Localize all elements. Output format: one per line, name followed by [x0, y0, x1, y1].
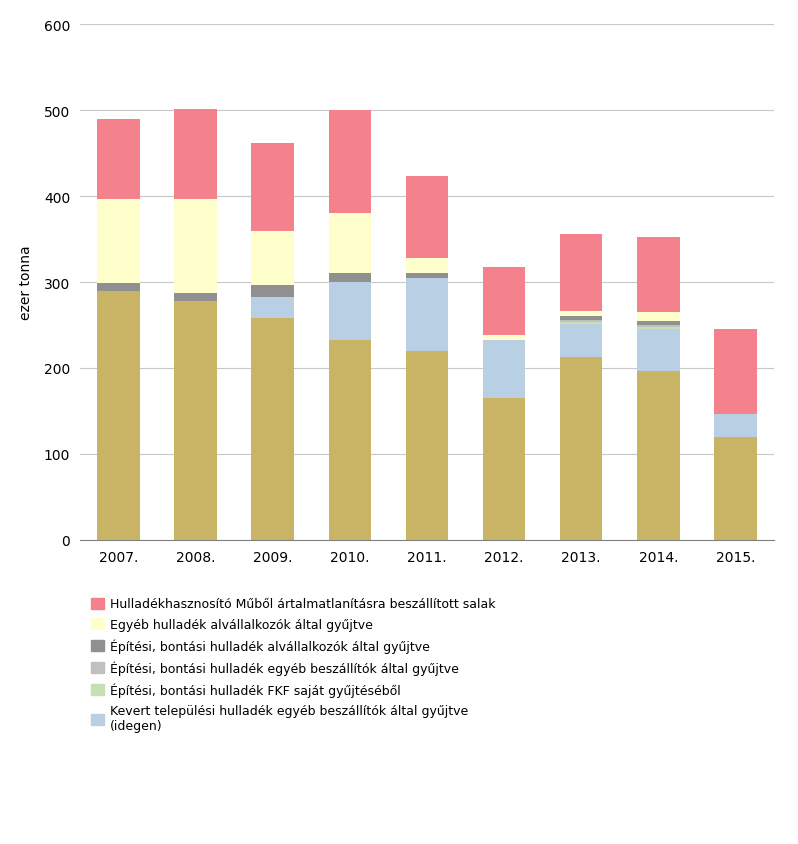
Bar: [405, 351, 448, 540]
Bar: [483, 268, 525, 336]
Bar: [560, 357, 602, 540]
Bar: [637, 322, 680, 326]
Bar: [483, 336, 525, 340]
Bar: [637, 327, 680, 330]
Bar: [637, 313, 680, 322]
Bar: [405, 274, 448, 279]
Bar: [174, 294, 217, 301]
Bar: [97, 291, 140, 540]
Y-axis label: ezer tonna: ezer tonna: [18, 246, 33, 320]
Bar: [251, 143, 294, 232]
Bar: [251, 232, 294, 285]
Bar: [637, 237, 680, 313]
Bar: [97, 284, 140, 291]
Bar: [560, 325, 602, 357]
Bar: [483, 398, 525, 540]
Legend: Hulladékhasznosító Műből ártalmatlanításra beszállított salak, Egyéb hulladék al: Hulladékhasznosító Műből ártalmatlanítás…: [86, 592, 500, 738]
Bar: [560, 235, 602, 312]
Bar: [637, 330, 680, 371]
Bar: [405, 177, 448, 259]
Bar: [174, 110, 217, 199]
Bar: [560, 316, 602, 321]
Bar: [637, 371, 680, 540]
Bar: [405, 259, 448, 274]
Bar: [329, 283, 371, 341]
Bar: [251, 285, 294, 297]
Bar: [405, 279, 448, 351]
Bar: [637, 326, 680, 327]
Bar: [97, 120, 140, 199]
Bar: [329, 274, 371, 283]
Bar: [714, 437, 757, 540]
Bar: [560, 323, 602, 325]
Bar: [329, 111, 371, 214]
Bar: [560, 312, 602, 316]
Bar: [251, 297, 294, 319]
Bar: [483, 340, 525, 398]
Bar: [329, 214, 371, 274]
Bar: [714, 330, 757, 414]
Bar: [560, 321, 602, 323]
Bar: [97, 199, 140, 284]
Bar: [174, 301, 217, 540]
Bar: [174, 199, 217, 294]
Bar: [714, 414, 757, 437]
Bar: [251, 319, 294, 540]
Bar: [329, 341, 371, 540]
